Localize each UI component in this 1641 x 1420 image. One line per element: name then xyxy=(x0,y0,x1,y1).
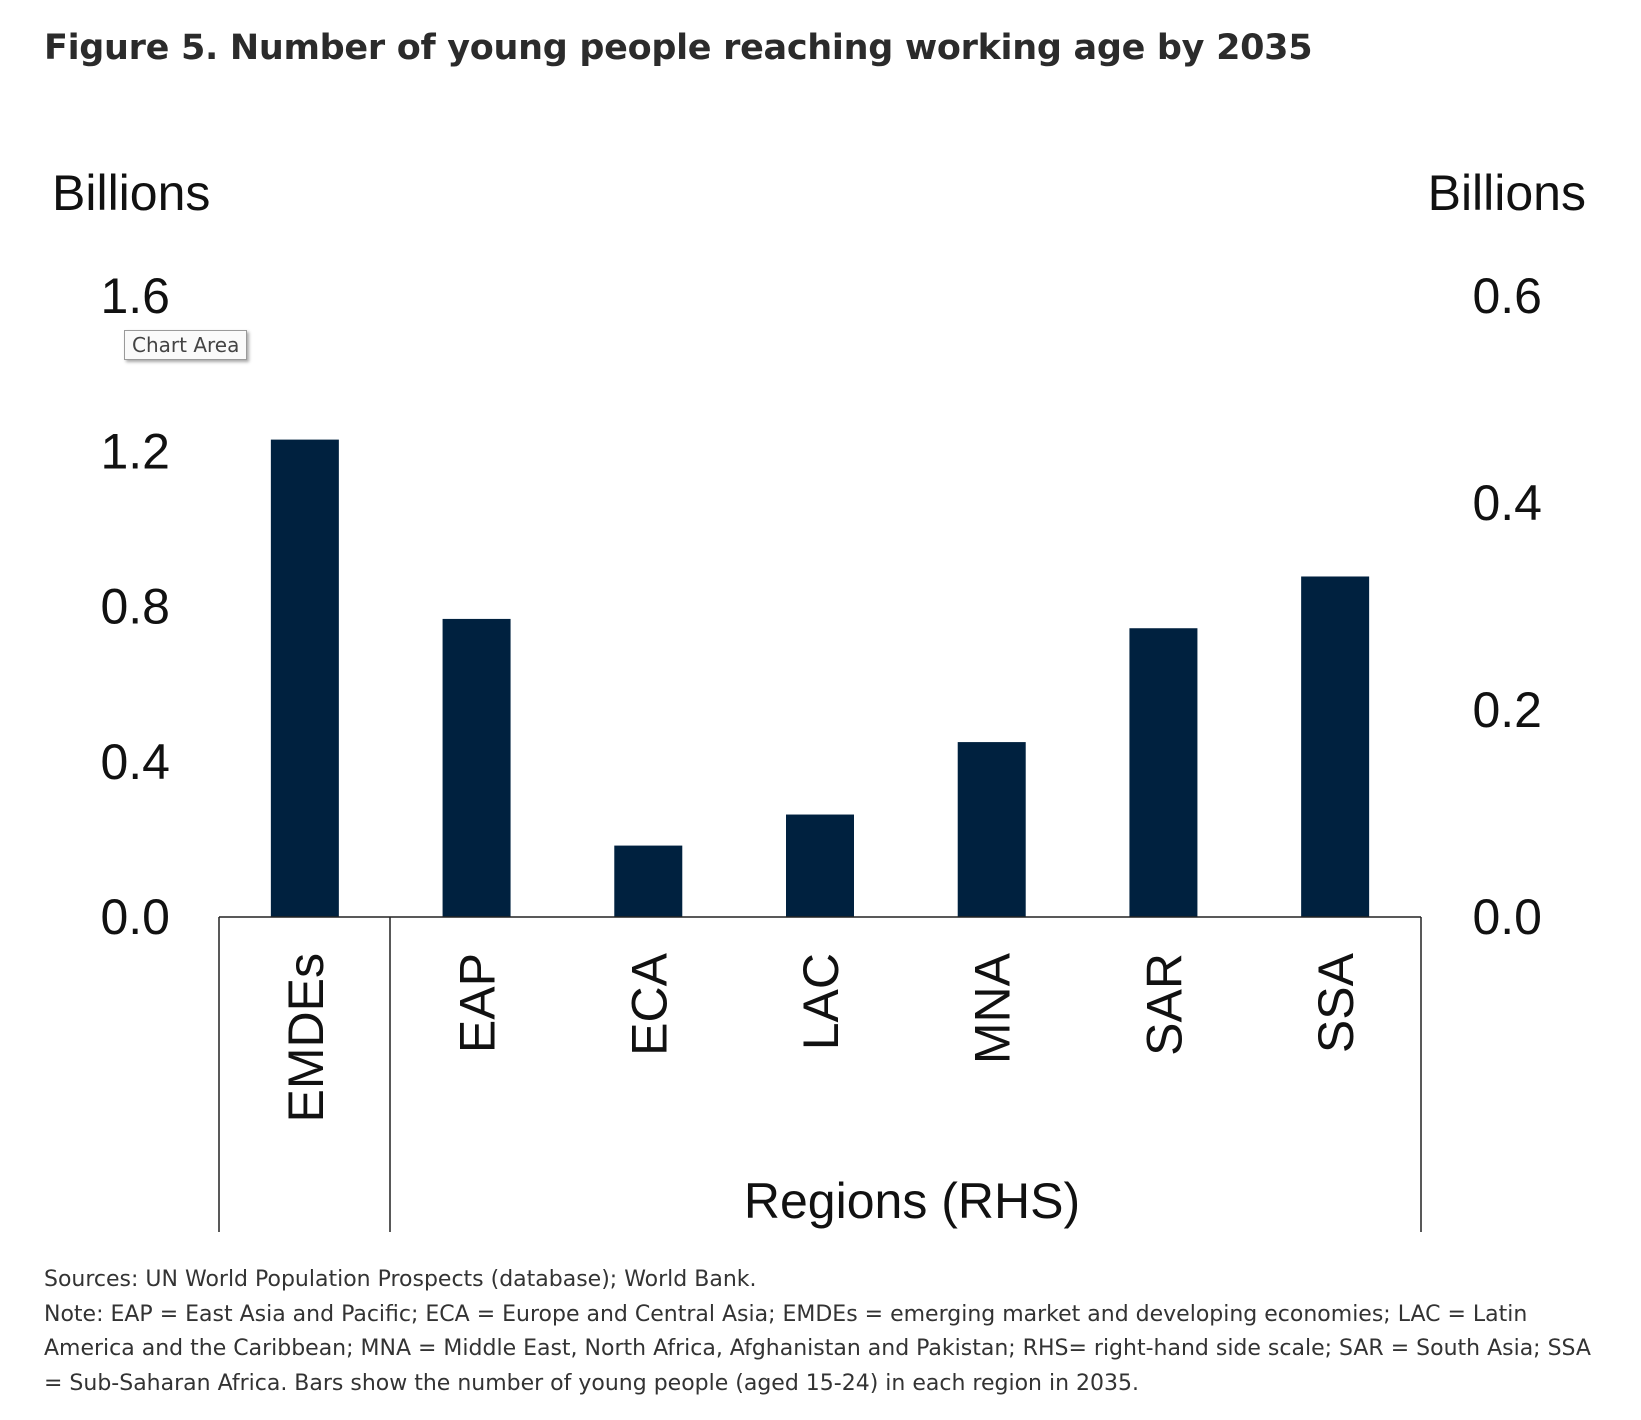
group-label-regions: Regions (RHS) xyxy=(744,1173,1080,1229)
axis-lines xyxy=(218,916,1422,1232)
right-axis-ticks: 0.0 0.2 0.4 0.6 xyxy=(1472,268,1542,945)
bars-group xyxy=(270,439,1370,917)
category-label-ssa: SSA xyxy=(1308,952,1364,1053)
bar-emdes xyxy=(270,439,339,917)
chart-area-tooltip: Chart Area xyxy=(124,330,248,360)
category-label-emdes: EMDEs xyxy=(278,953,334,1122)
bar-sar xyxy=(1129,628,1198,917)
figure-notes: Sources: UN World Population Prospects (… xyxy=(44,1263,1604,1401)
bar-chart: Billions Billions 0.0 0.4 0.8 1.2 1.6 0.0 0.2… xyxy=(52,165,1586,1232)
category-label-lac: LAC xyxy=(793,953,849,1050)
bar-eca xyxy=(614,845,683,917)
left-tick-label: 1.2 xyxy=(100,423,170,479)
left-tick-label: 0.8 xyxy=(100,579,170,635)
right-tick-label: 0.4 xyxy=(1472,475,1542,531)
category-label-mna: MNA xyxy=(965,952,1021,1064)
category-label-eca: ECA xyxy=(621,952,677,1055)
left-tick-label: 0.4 xyxy=(100,734,170,790)
bar-lac xyxy=(786,814,854,917)
right-tick-label: 0.6 xyxy=(1472,268,1542,324)
figure-title: Figure 5. Number of young people reachin… xyxy=(44,28,1313,68)
right-axis-label: Billions xyxy=(1428,165,1586,221)
left-axis-label: Billions xyxy=(52,165,210,221)
note-text: Note: EAP = East Asia and Pacific; ECA =… xyxy=(44,1301,1591,1396)
category-label-eap: EAP xyxy=(450,953,506,1053)
category-labels: EMDEs EAP ECA LAC MNA SAR SSA xyxy=(278,952,1364,1122)
bar-mna xyxy=(957,742,1026,917)
category-label-sar: SAR xyxy=(1136,953,1192,1056)
bar-eap xyxy=(442,618,511,917)
right-tick-label: 0.2 xyxy=(1472,682,1542,738)
left-axis-ticks: 0.0 0.4 0.8 1.2 1.6 xyxy=(100,268,170,945)
bar-ssa xyxy=(1301,576,1370,917)
sources-text: Sources: UN World Population Prospects (… xyxy=(44,1267,757,1292)
left-tick-label: 0.0 xyxy=(100,889,170,945)
left-tick-label: 1.6 xyxy=(100,268,170,324)
right-tick-label: 0.0 xyxy=(1472,889,1542,945)
